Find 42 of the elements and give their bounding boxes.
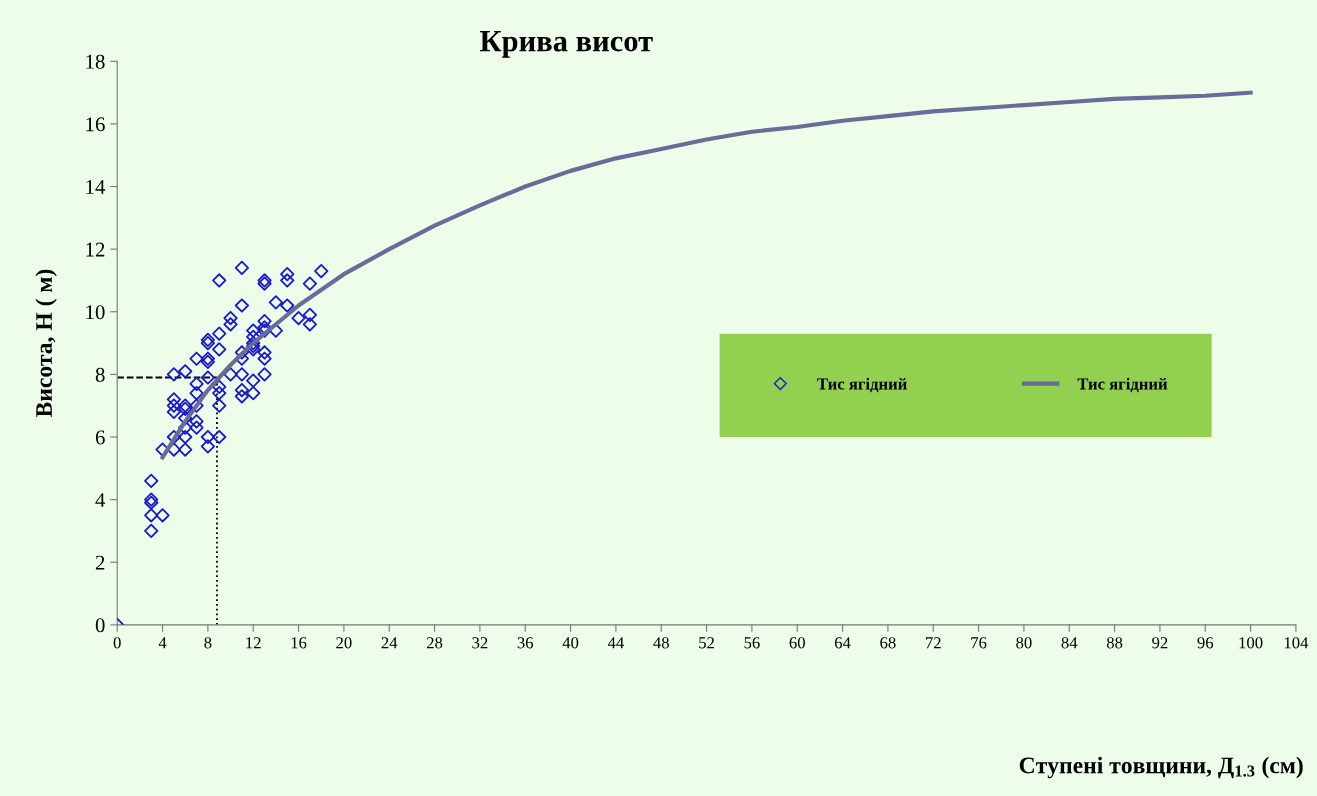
x-tick-label: 84 (1061, 637, 1078, 649)
y-tick-label: 12 (86, 242, 105, 257)
y-tick-label: 8 (95, 367, 105, 382)
x-tick-label: 100 (1239, 637, 1263, 649)
x-tick-label: 88 (1106, 637, 1123, 649)
x-tick-label: 32 (472, 637, 488, 649)
chart-title: Крива висот (479, 31, 653, 58)
x-tick-label: 12 (246, 637, 261, 649)
x-tick-label: 36 (517, 637, 534, 649)
y-tick-label: 18 (86, 54, 105, 69)
x-axis-title: Ступені товщини, Д$_{1.3}$ (см) (1019, 756, 1303, 779)
y-tick-label: 16 (86, 117, 105, 132)
x-tick-label: 92 (1152, 637, 1168, 649)
x-tick-label: 104 (1284, 637, 1309, 649)
x-tick-label: 72 (926, 637, 941, 649)
y-tick-label: 6 (95, 430, 105, 445)
y-tick-label: 2 (95, 555, 105, 570)
x-tick-label: 64 (834, 637, 851, 649)
y-tick-label: 14 (86, 180, 106, 194)
legend-label: Тис ягідний (817, 377, 907, 393)
x-tick-label: 20 (336, 637, 352, 649)
x-tick-label: 48 (653, 637, 669, 649)
x-tick-label: 44 (607, 637, 624, 649)
x-tick-label: 0 (113, 637, 121, 649)
x-tick-label: 28 (426, 637, 443, 649)
x-tick-label: 56 (744, 637, 760, 649)
y-axis-title: Висота, Н ( м) (35, 269, 57, 418)
x-tick-label: 68 (880, 637, 896, 649)
x-tick-label: 8 (204, 637, 212, 649)
y-tick-label: 0 (95, 618, 105, 633)
x-tick-label: 76 (971, 637, 987, 649)
y-tick-label: 10 (86, 305, 105, 320)
x-tick-label: 24 (381, 637, 398, 649)
x-tick-label: 96 (1197, 637, 1214, 649)
y-tick-label: 4 (95, 493, 106, 507)
x-tick-label: 16 (291, 637, 307, 649)
x-tick-label: 52 (699, 637, 714, 649)
x-tick-label: 80 (1016, 637, 1032, 649)
x-tick-label: 60 (789, 637, 805, 649)
x-tick-label: 40 (562, 637, 579, 649)
legend-label: Тис ягідний (1077, 377, 1168, 393)
x-tick-label: 4 (158, 637, 167, 649)
